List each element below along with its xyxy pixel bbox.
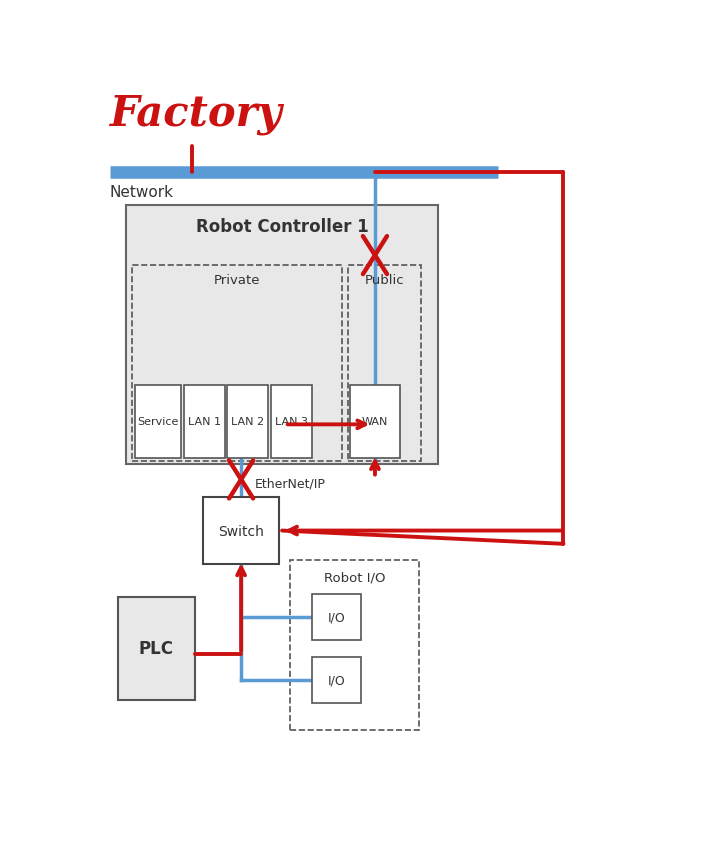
- Bar: [118, 598, 195, 700]
- Text: PLC: PLC: [139, 640, 174, 658]
- Text: I/O: I/O: [328, 610, 345, 623]
- Text: Public: Public: [364, 274, 405, 287]
- Text: LAN 2: LAN 2: [231, 417, 264, 426]
- Bar: [350, 385, 400, 458]
- Text: Network: Network: [110, 185, 174, 200]
- Text: LAN 1: LAN 1: [188, 417, 221, 426]
- Text: Robot Controller 1: Robot Controller 1: [196, 218, 369, 236]
- Bar: [348, 266, 422, 461]
- Bar: [132, 266, 342, 461]
- Text: Service: Service: [137, 417, 178, 426]
- Text: I/O: I/O: [328, 673, 345, 686]
- Bar: [184, 385, 225, 458]
- Bar: [228, 385, 269, 458]
- Bar: [312, 594, 362, 641]
- Text: EtherNet/IP: EtherNet/IP: [255, 477, 326, 490]
- Text: Private: Private: [214, 274, 260, 287]
- Text: WAN: WAN: [362, 417, 388, 426]
- Text: Robot I/O: Robot I/O: [324, 571, 385, 584]
- Bar: [290, 561, 419, 730]
- Bar: [203, 498, 279, 564]
- Bar: [312, 657, 362, 703]
- Bar: [126, 206, 438, 465]
- Text: Switch: Switch: [218, 524, 264, 538]
- Bar: [135, 385, 181, 458]
- Text: Factory: Factory: [110, 93, 283, 135]
- Bar: [271, 385, 312, 458]
- Text: LAN 3: LAN 3: [275, 417, 308, 426]
